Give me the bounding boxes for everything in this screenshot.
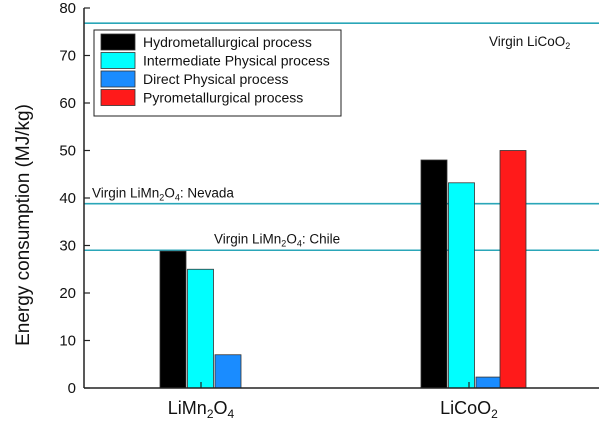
bar (214, 354, 242, 389)
reference-line-label: Virgin LiMn2O4: Nevada (92, 186, 234, 203)
y-tick-label: 10 (59, 333, 76, 350)
y-tick-label: 0 (68, 380, 76, 397)
bar (420, 159, 448, 389)
legend-label: Intermediate Physical process (143, 53, 330, 69)
reference-line-label: Virgin LiCoO2 (489, 34, 570, 51)
x-tick-label: LiMn2O4 (168, 398, 235, 421)
y-tick-label: 50 (59, 143, 76, 160)
y-tick-label: 20 (59, 285, 76, 302)
legend-label: Direct Physical process (143, 71, 289, 87)
legend-swatch (100, 52, 136, 69)
bar (499, 150, 527, 389)
y-tick-label: 80 (59, 0, 76, 17)
bar (475, 376, 503, 389)
y-tick-label: 60 (59, 95, 76, 112)
legend-swatch (100, 70, 136, 88)
legend-swatch (100, 33, 136, 51)
bars (159, 150, 527, 389)
y-axis-label: Energy consumption (MJ/kg) (13, 104, 34, 346)
bar (159, 250, 187, 389)
x-tick-label: LiCoO2 (440, 398, 498, 421)
reference-line-label: Virgin LiMn2O4: Chile (214, 231, 340, 248)
legend: Hydrometallurgical process Intermediate P… (93, 29, 342, 117)
bar (187, 268, 214, 389)
legend-label: Hydrometallurgical process (143, 34, 312, 50)
axes: 0 10 20 30 40 50 60 70 80 LiMn2O4 LiCoO2 (59, 0, 599, 421)
y-tick-label: 40 (59, 190, 76, 207)
legend-label: Pyrometallurgical process (143, 90, 303, 106)
reference-lines: Virgin LiCoO2 Virgin LiMn2O4: Nevada Virgi… (84, 22, 599, 252)
y-tick-label: 70 (59, 48, 76, 65)
y-tick-label: 30 (59, 238, 76, 255)
bar (448, 182, 475, 389)
legend-swatch (100, 89, 136, 106)
